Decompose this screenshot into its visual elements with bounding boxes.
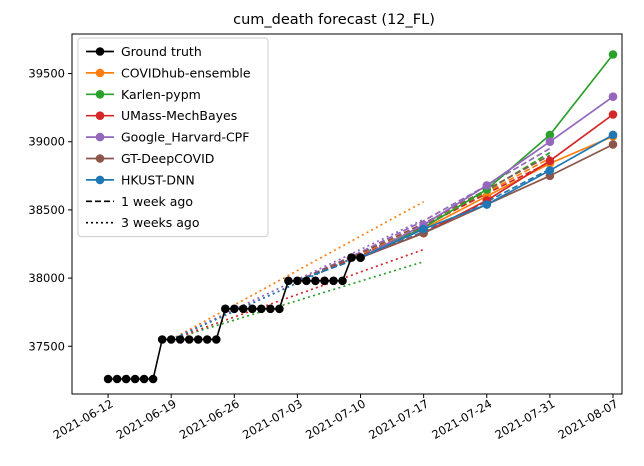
ground-truth-point <box>275 304 284 314</box>
x-tick-label: 2021-07-03 <box>240 396 305 442</box>
ground-truth-point <box>248 304 257 314</box>
three-weeks-ago-forecast-line <box>170 200 425 341</box>
forecast-point <box>608 140 618 149</box>
legend-marker <box>95 47 105 56</box>
forecast-point <box>608 110 618 119</box>
x-tick-label: 2021-07-17 <box>366 396 431 442</box>
ground-truth-point <box>139 374 149 384</box>
ground-truth-point <box>257 304 266 314</box>
legend-marker <box>95 175 105 185</box>
ground-truth-point <box>175 335 185 344</box>
legend-label: GT-DeepCOVID <box>121 151 214 166</box>
legend-marker <box>95 111 105 120</box>
three-weeks-ago-forecast-line <box>170 248 424 341</box>
forecast-point <box>608 50 618 59</box>
forecast-point <box>545 137 555 146</box>
forecast-point <box>608 92 618 101</box>
ground-truth-point <box>221 304 230 314</box>
x-tick-label: 2021-07-24 <box>429 396 494 442</box>
ground-truth-point <box>148 374 158 384</box>
legend-marker <box>95 90 105 99</box>
ground-truth-point <box>347 253 356 262</box>
legend-box <box>77 37 269 238</box>
chart-title: cum_death forecast (12_FL) <box>233 12 435 28</box>
x-tick-label: 2021-06-19 <box>114 396 179 442</box>
forecast-point <box>545 130 555 140</box>
legend-marker <box>95 132 105 142</box>
ground-truth-point <box>112 374 122 384</box>
ground-truth-point <box>329 276 338 286</box>
ground-truth-point <box>338 276 347 286</box>
legend-marker <box>95 154 105 163</box>
ground-truth-point <box>266 304 275 314</box>
y-tick-label: 39000 <box>28 135 65 149</box>
three-weeks-ago-forecast-line <box>170 260 424 341</box>
forecast-point <box>482 200 492 209</box>
ground-truth-point <box>293 276 302 286</box>
ground-truth-point <box>157 335 167 344</box>
ground-truth-point <box>239 304 248 314</box>
ground-truth-point <box>212 335 221 344</box>
legend-label: 1 week ago <box>121 194 193 209</box>
legend-label: HKUST-DNN <box>121 172 195 187</box>
ground-truth-point <box>284 276 293 286</box>
y-tick-label: 37500 <box>28 339 65 353</box>
legend-label: Google_Harvard-CPF <box>121 130 249 145</box>
ground-truth-point <box>193 335 203 344</box>
forecast-point <box>482 181 492 190</box>
x-tick-label: 2021-07-10 <box>303 396 368 442</box>
ground-truth-point <box>103 374 113 384</box>
ground-truth-point <box>311 276 320 286</box>
legend-marker <box>95 68 105 78</box>
ground-truth-point <box>356 253 365 262</box>
ground-truth-point <box>184 335 194 344</box>
ground-truth-point <box>202 335 212 344</box>
x-tick-label: 2021-07-31 <box>492 396 557 442</box>
ground-truth-point <box>166 335 176 344</box>
ground-truth-point <box>302 276 311 286</box>
ground-truth-point <box>121 374 131 384</box>
y-tick-label: 39500 <box>28 67 65 81</box>
x-tick-label: 2021-06-26 <box>177 396 242 442</box>
ground-truth-point <box>130 374 140 384</box>
forecast-point <box>545 156 555 166</box>
y-tick-label: 38500 <box>28 203 65 217</box>
x-tick-label: 2021-06-12 <box>51 396 116 442</box>
ground-truth-line <box>108 256 361 380</box>
legend-label: UMass-MechBayes <box>121 108 237 123</box>
legend-label: 3 weeks ago <box>121 215 200 230</box>
ground-truth-point <box>230 304 239 314</box>
forecast-point <box>608 130 618 140</box>
legend-label: Ground truth <box>121 44 202 59</box>
x-tick-label: 2021-08-07 <box>556 396 621 442</box>
legend-label: Karlen-pypm <box>121 87 201 102</box>
legend-label: COVIDhub-ensemble <box>121 65 251 80</box>
forecast-point <box>545 166 555 175</box>
forecast-point <box>419 224 428 234</box>
ground-truth-point <box>320 276 329 286</box>
plot-frame <box>71 33 623 395</box>
y-tick-label: 38000 <box>28 271 65 285</box>
